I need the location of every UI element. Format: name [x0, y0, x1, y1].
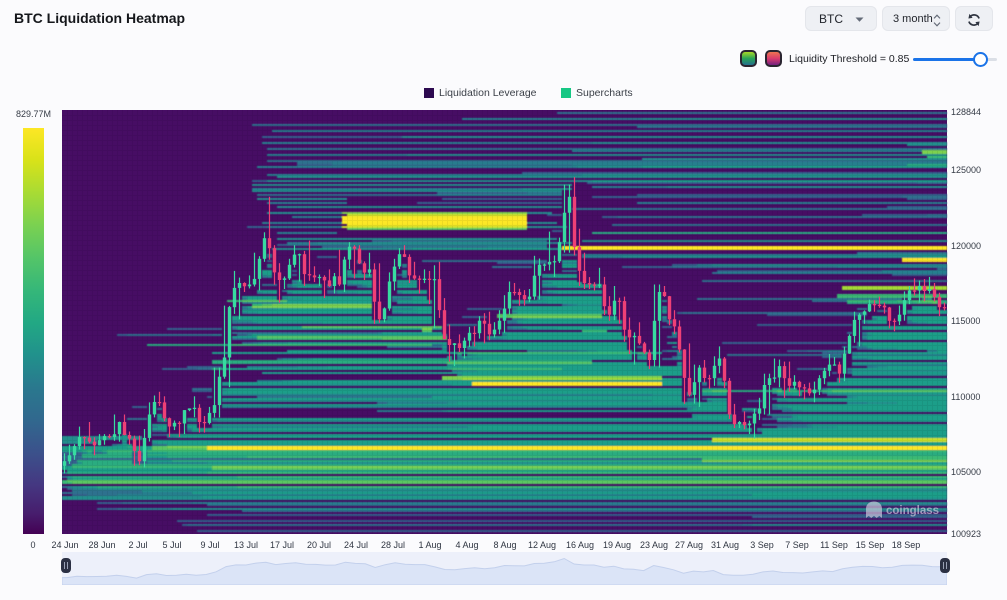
svg-text:coinglass: coinglass: [886, 505, 939, 517]
